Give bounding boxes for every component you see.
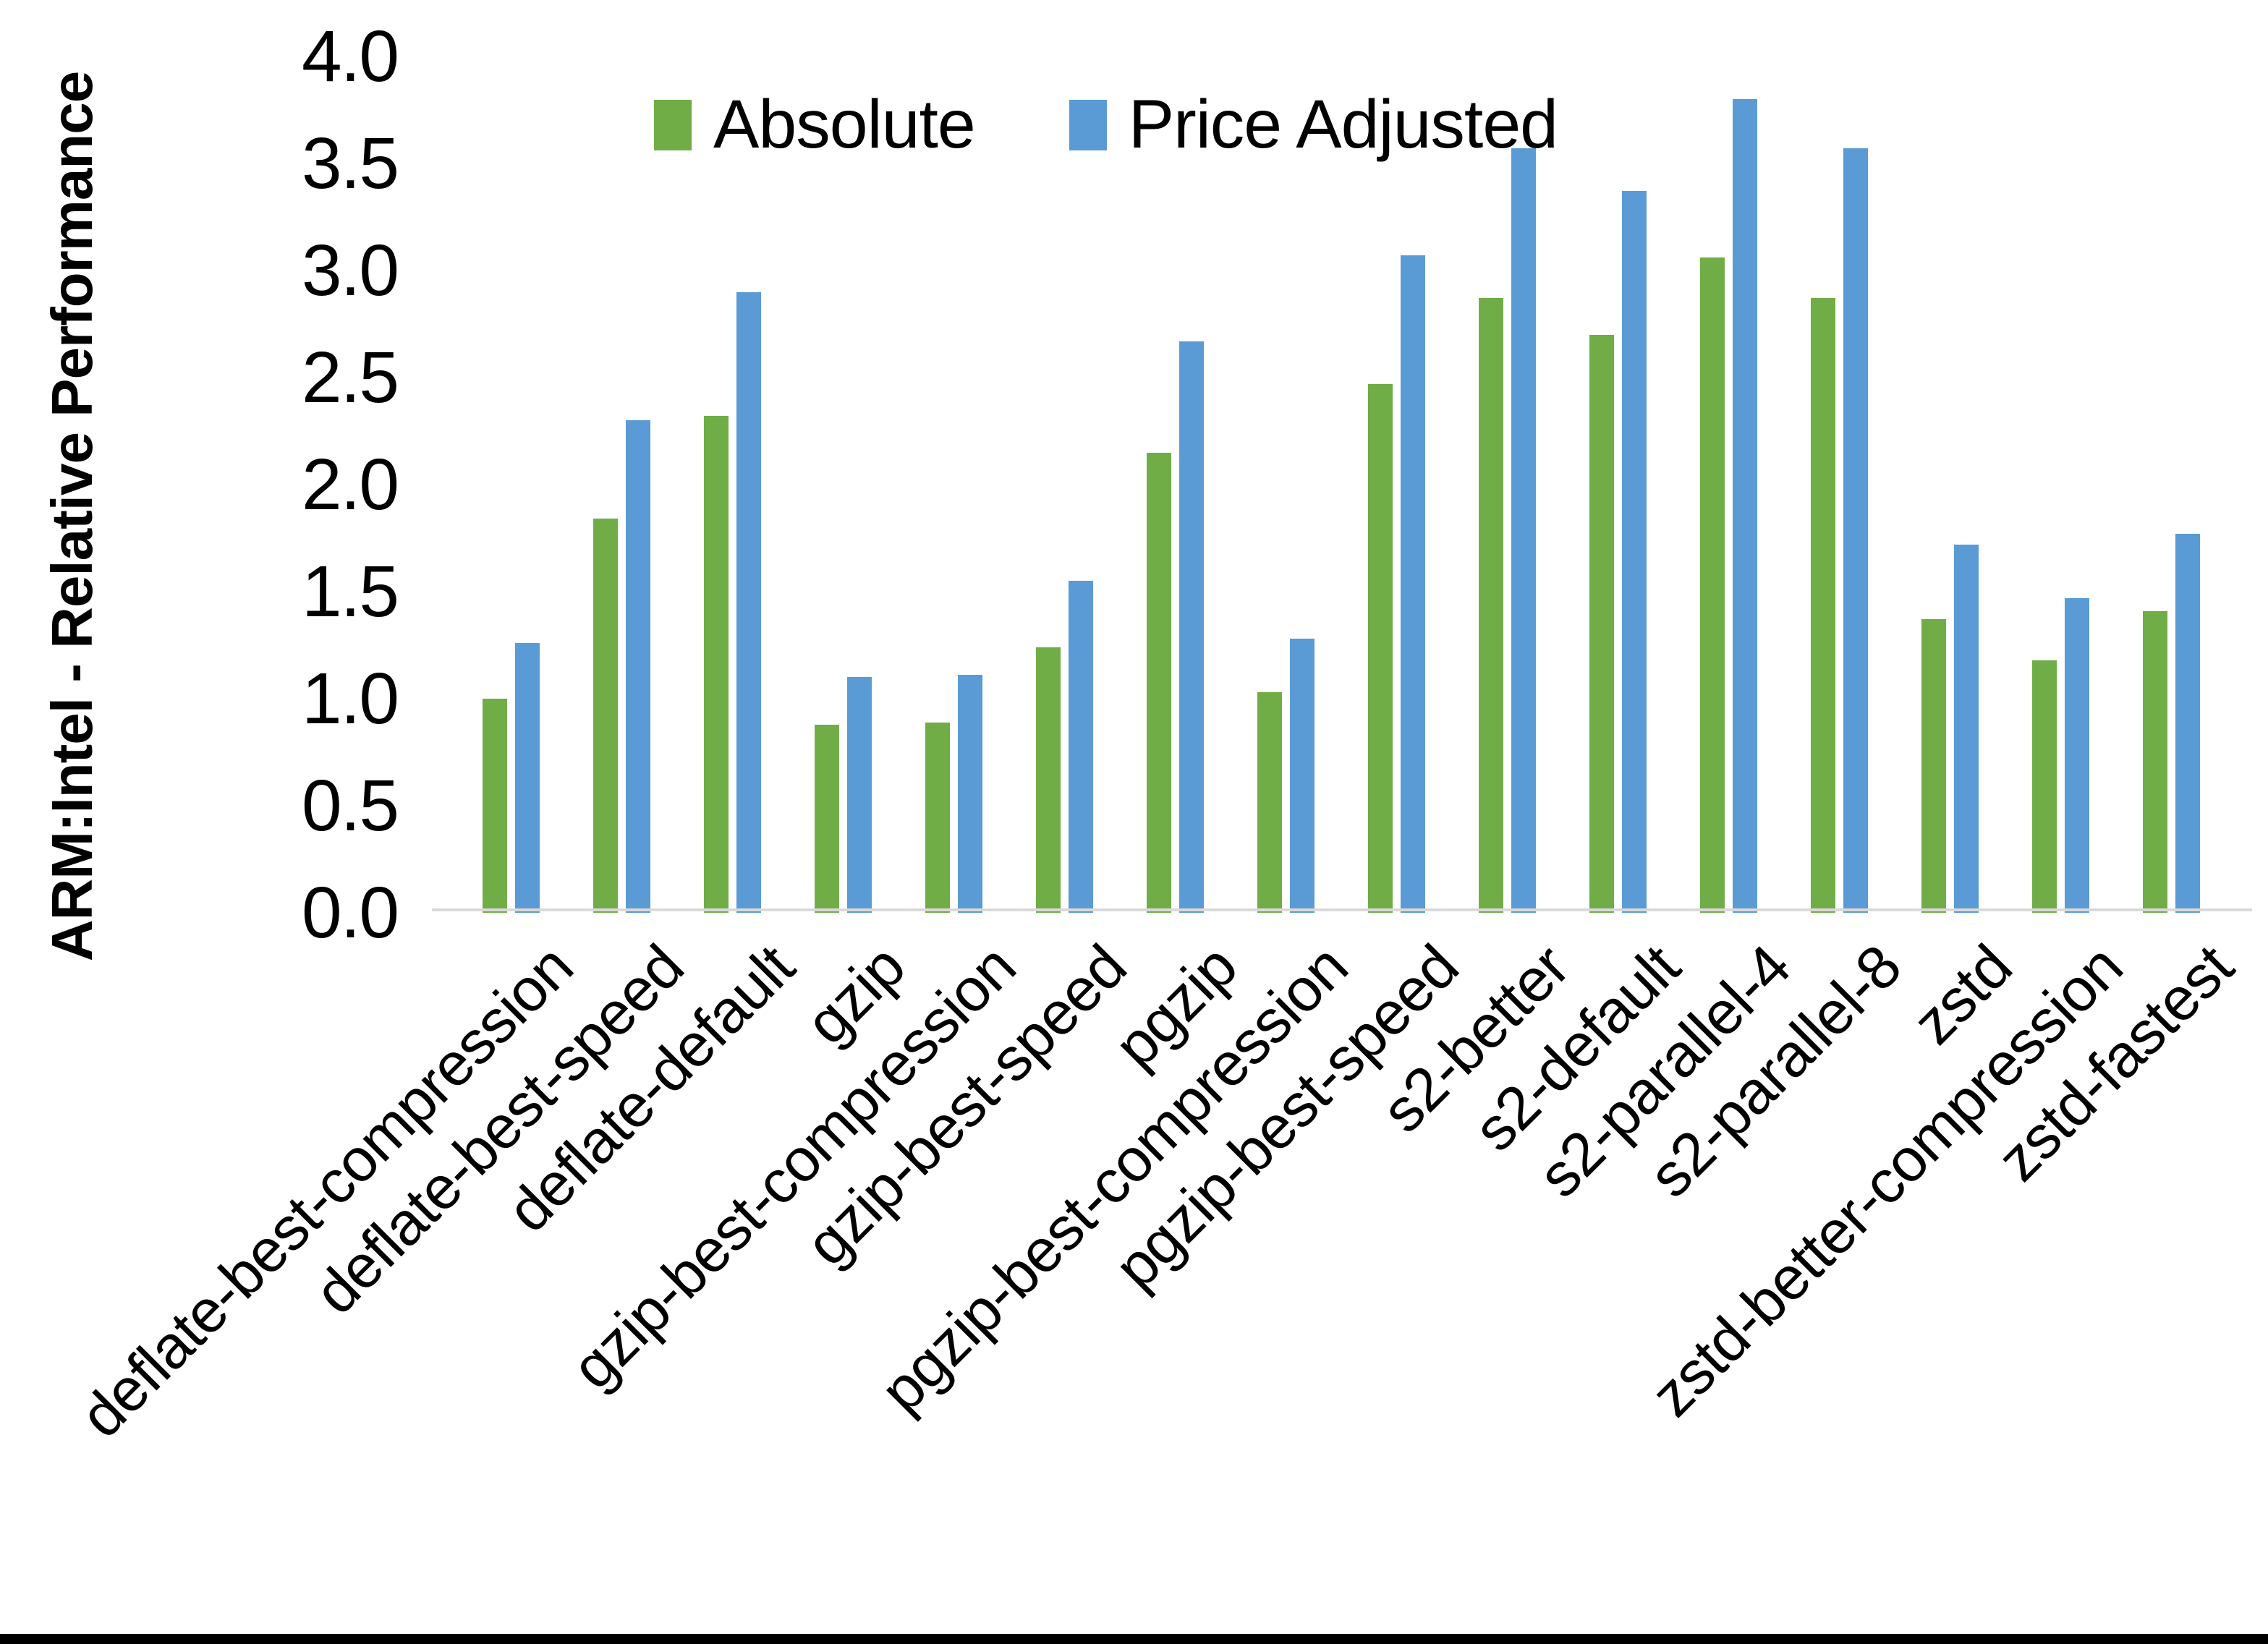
bar-absolute-deflate-best-speed xyxy=(593,519,618,913)
bar-price-adjusted-s2-parallel-4 xyxy=(1733,99,1757,913)
legend-item-price-adjusted: Price Adjusted xyxy=(1069,85,1558,164)
y-tick-label-2.5: 2.5 xyxy=(301,337,399,418)
y-tick-label-0.5: 0.5 xyxy=(301,765,399,846)
legend-item-absolute: Absolute xyxy=(654,85,976,164)
bar-absolute-pgzip-best-speed xyxy=(1368,384,1393,913)
bar-price-adjusted-deflate-best-speed xyxy=(626,420,650,913)
bar-price-adjusted-s2-better xyxy=(1511,148,1536,913)
bar-absolute-zstd-fastest xyxy=(2143,611,2167,913)
bar-price-adjusted-zstd xyxy=(1954,545,1979,913)
bar-absolute-pgzip-best-compression xyxy=(1257,692,1282,913)
bar-absolute-s2-better xyxy=(1479,298,1503,913)
bar-absolute-gzip-best-compression xyxy=(925,723,950,913)
bar-price-adjusted-s2-default xyxy=(1622,191,1647,913)
bar-absolute-gzip xyxy=(815,725,839,913)
bar-absolute-gzip-best-speed xyxy=(1036,647,1061,913)
legend-label-absolute: Absolute xyxy=(713,86,976,163)
bar-absolute-deflate-best-compression xyxy=(483,699,507,913)
y-tick-label-1.0: 1.0 xyxy=(301,658,399,739)
y-tick-label-3.5: 3.5 xyxy=(301,123,399,204)
y-tick-label-4.0: 4.0 xyxy=(301,16,399,97)
y-tick-label-1.5: 1.5 xyxy=(301,551,399,632)
bar-price-adjusted-zstd-better-compression xyxy=(2065,598,2089,913)
bar-absolute-s2-parallel-4 xyxy=(1700,257,1725,913)
bar-price-adjusted-gzip-best-speed xyxy=(1069,581,1093,913)
legend-label-price-adjusted: Price Adjusted xyxy=(1128,86,1558,163)
bar-absolute-pgzip xyxy=(1147,453,1171,913)
bar-price-adjusted-pgzip xyxy=(1179,341,1204,913)
bar-price-adjusted-zstd-fastest xyxy=(2175,534,2200,913)
bar-price-adjusted-gzip xyxy=(847,677,872,913)
bar-price-adjusted-pgzip-best-compression xyxy=(1290,639,1314,913)
bar-price-adjusted-gzip-best-compression xyxy=(958,675,982,913)
y-tick-label-0.0: 0.0 xyxy=(301,872,399,953)
bar-absolute-zstd-better-compression xyxy=(2032,660,2057,913)
y-tick-label-2.0: 2.0 xyxy=(301,444,399,525)
bar-absolute-deflate-default xyxy=(704,416,729,913)
bar-absolute-s2-parallel-8 xyxy=(1811,298,1835,913)
x-axis-line xyxy=(432,908,2252,911)
bar-price-adjusted-s2-parallel-8 xyxy=(1843,148,1868,913)
legend: Absolute Price Adjusted xyxy=(0,85,2240,164)
bar-absolute-zstd xyxy=(1921,619,1946,913)
bar-price-adjusted-pgzip-best-speed xyxy=(1401,255,1425,913)
y-tick-label-3.0: 3.0 xyxy=(301,230,399,311)
bar-price-adjusted-deflate-best-compression xyxy=(515,643,540,913)
frame-bottom-border xyxy=(0,1634,2268,1644)
bar-absolute-s2-default xyxy=(1589,335,1614,913)
legend-swatch-absolute xyxy=(654,99,692,150)
legend-swatch-price-adjusted xyxy=(1069,99,1107,150)
bar-price-adjusted-deflate-default xyxy=(736,292,761,913)
